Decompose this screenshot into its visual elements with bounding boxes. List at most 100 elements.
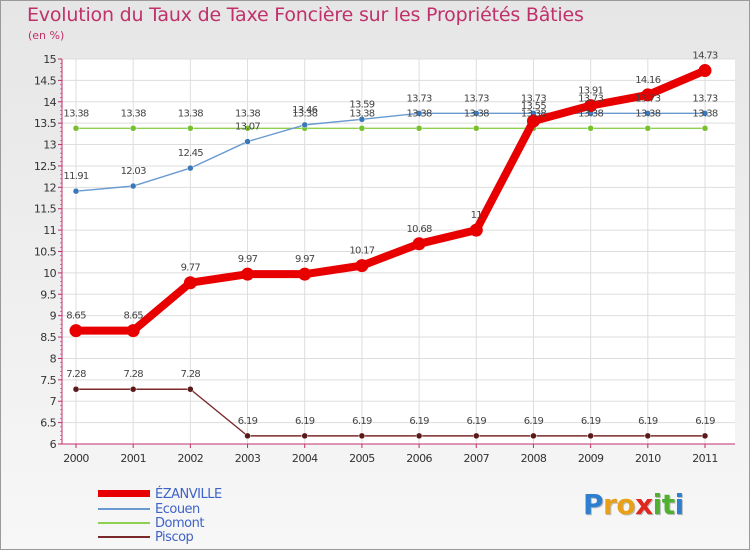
legend-item-ecouen: Ecouen [98,502,298,517]
data-point [644,110,652,117]
data-point [301,432,308,440]
y-tick-label: 6 [50,438,57,451]
legend-item-ezanville: ÉZANVILLE [98,487,298,502]
data-point [129,385,137,393]
data-point [298,267,312,281]
data-point [358,125,366,132]
data-label: 13.38 [349,108,374,119]
data-label: 13.38 [292,108,317,119]
y-tick-label: 8.5 [40,331,56,344]
data-label: 10.68 [407,224,432,235]
data-label: 13.38 [692,108,717,119]
y-tick-label: 10 [43,267,56,280]
data-label: 13.73 [407,93,432,104]
y-tick-label: 11.5 [34,203,57,216]
logo-letter: t [661,488,675,521]
data-label: 6.19 [695,416,715,427]
data-label: 13.38 [235,108,260,119]
data-point [587,432,594,440]
proxiti-logo: Proxiti [583,488,684,521]
y-tick-label: 15 [43,53,56,66]
data-point [473,125,480,132]
data-point [644,432,652,440]
x-tick-label: 2008 [521,452,547,465]
data-label: 11 [471,210,483,221]
logo-letter: i [652,488,663,521]
legend-label: ÉZANVILLE [155,487,222,502]
data-point [587,125,594,132]
data-label: 13.55 [521,101,546,112]
data-label: 12.03 [121,166,146,177]
y-tick-label: 14 [43,96,56,109]
data-point [72,125,80,132]
legend-swatch [98,536,150,538]
legend-label: Ecouen [155,502,200,517]
data-label: 6.19 [581,416,601,427]
data-label: 6.19 [638,416,658,427]
data-point [355,259,369,273]
data-label: 13.38 [635,108,660,119]
data-label: 6.19 [238,416,258,427]
legend-item-domont: Domont [98,516,298,531]
data-label: 13.73 [578,93,603,104]
data-label: 13.38 [578,108,603,119]
data-label: 13.38 [464,108,489,119]
data-point [187,385,194,393]
data-point [72,385,80,393]
logo-letter: i [674,488,685,521]
y-tick-label: 6.5 [40,417,56,430]
data-label: 6.19 [467,416,487,427]
data-label: 6.19 [409,416,429,427]
data-label: 13.73 [692,93,717,104]
data-label: 9.77 [181,263,201,274]
x-tick-label: 2005 [349,452,375,465]
data-label: 6.19 [352,416,372,427]
legend-label: Piscop [155,530,194,545]
x-tick-label: 2002 [178,452,204,465]
data-point [473,432,480,440]
legend-swatch [98,490,150,497]
data-point [469,223,483,237]
y-tick-label: 10.5 [34,246,57,259]
data-point [183,276,197,290]
y-tick-label: 13 [43,139,56,152]
data-point [641,88,655,102]
data-label: 13.38 [407,108,432,119]
data-point [701,110,709,117]
data-label: 6.19 [295,416,315,427]
y-tick-label: 14.5 [34,74,57,87]
data-point [129,182,137,190]
unit-label: (en %) [28,29,65,42]
logo-letter: x [635,488,653,521]
data-label: 13.07 [235,122,260,133]
chart-title: Evolution du Taux de Taxe Foncière sur l… [27,4,584,26]
data-label: 13.38 [121,108,146,119]
data-point [126,324,140,338]
data-point [412,237,426,251]
data-label: 8.65 [66,311,86,322]
x-tick-label: 2010 [635,452,661,465]
data-point [473,110,480,117]
data-point [701,432,709,440]
data-label: 13.73 [464,93,489,104]
x-tick-label: 2000 [63,452,89,465]
x-tick-label: 2004 [292,452,318,465]
data-label: 9.97 [295,254,315,265]
data-label: 12.45 [178,148,203,159]
data-point [187,125,194,132]
data-label: 13.73 [635,93,660,104]
x-tick-label: 2006 [406,452,432,465]
data-label: 13.73 [521,93,546,104]
x-tick-label: 2001 [120,452,146,465]
data-label: 13.38 [178,108,203,119]
x-tick-label: 2003 [235,452,261,465]
logo-letter: o [616,488,636,521]
x-tick-label: 2009 [578,452,604,465]
y-tick-label: 12 [43,181,56,194]
logo-letter: r [603,488,617,521]
data-label: 7.28 [66,369,86,380]
data-label: 13.38 [521,108,546,119]
series-line-ézanville [72,66,709,335]
data-point [244,125,251,132]
data-point [701,125,709,132]
